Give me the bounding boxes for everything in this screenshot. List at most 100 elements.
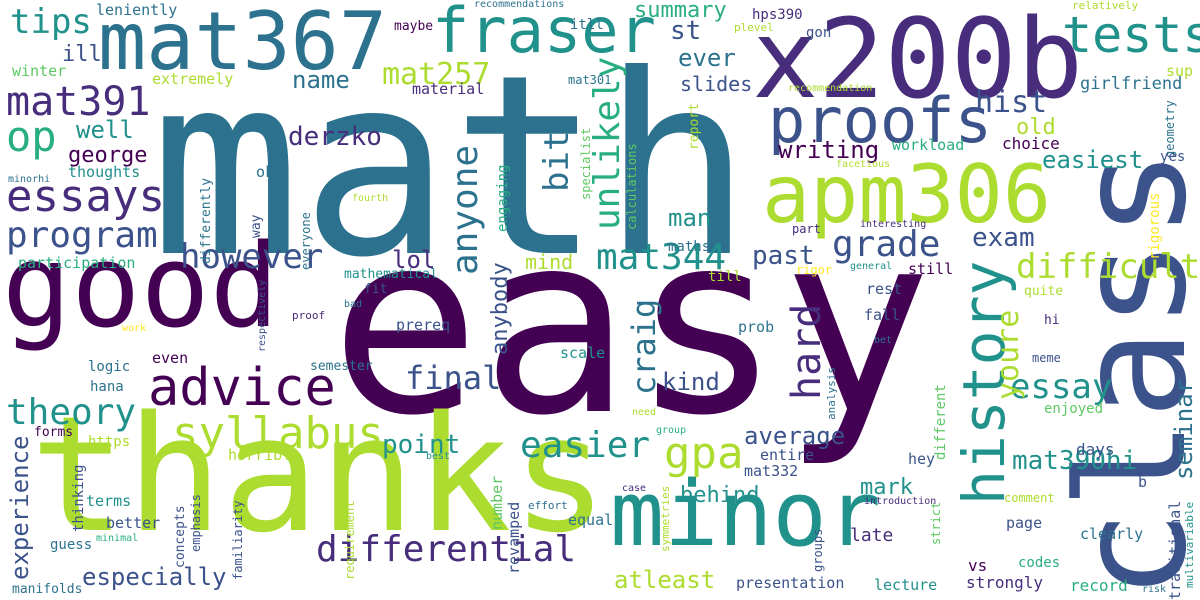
word-hist: hist [975, 85, 1048, 120]
word-rigor: rigor [796, 263, 833, 277]
word-name: name [292, 66, 350, 94]
word-gpa: gpa [664, 428, 744, 479]
word-way: way [249, 214, 264, 238]
word-atleast: atleast [614, 566, 716, 594]
word-youre: youre [991, 309, 1026, 400]
word-presentation: presentation [736, 574, 845, 592]
word-lecture: lecture [874, 576, 938, 594]
word-clearly: clearly [1080, 525, 1144, 543]
word-codes: codes [1018, 555, 1061, 571]
word-group: group [656, 425, 687, 436]
word-rest: rest [866, 280, 903, 298]
word-relatively: relatively [1072, 0, 1139, 12]
word-late: late [850, 525, 894, 546]
word-days: days [1076, 440, 1115, 459]
word-b: b [1138, 473, 1148, 491]
word-mat301: mat301 [568, 73, 612, 87]
word-work: work [122, 323, 147, 334]
word-equal: equal [568, 511, 614, 529]
word-fit: fit [364, 282, 388, 297]
word-easiest: easiest [1042, 146, 1144, 174]
word-syllabus: syllabus [172, 408, 384, 459]
word-ok: ok [256, 163, 275, 181]
word-thinking: thinking [71, 464, 87, 532]
word-good: good [2, 220, 279, 354]
word-op: op [6, 112, 57, 161]
word-well: well [76, 116, 134, 144]
word-entire: entire [760, 446, 815, 464]
word-prereq: prereq [396, 316, 451, 334]
word-mat367: mat367 [98, 0, 387, 88]
word-hard: hard [784, 303, 830, 400]
word-meme: meme [1032, 351, 1061, 365]
word-differently: differently [199, 177, 214, 264]
word-easy: easy [330, 179, 933, 470]
word-minimal: minimal [96, 533, 139, 544]
word-engaging: engaging [495, 164, 511, 232]
word-number: number [488, 475, 506, 530]
word-scale: scale [560, 344, 606, 362]
word-old: old [1016, 115, 1056, 140]
word-mat344: mat344 [596, 237, 727, 278]
word-quite: quite [1024, 284, 1064, 299]
word-ever: ever [678, 44, 736, 72]
word-lol: lol [392, 246, 436, 274]
word-however: however [180, 237, 324, 277]
word-prob: prob [738, 318, 775, 336]
word-bet: bet [874, 335, 893, 346]
word-risk: risk [1142, 584, 1167, 595]
word-participation: participation [18, 254, 136, 272]
word-introduction: introduction [864, 496, 937, 507]
word-apm306: apm306 [762, 148, 1051, 241]
word-man: man [668, 204, 712, 232]
word-thanks: thanks [30, 381, 608, 568]
word-material: material [412, 80, 485, 98]
word-need: need [632, 407, 657, 418]
word-vs: vs [968, 556, 988, 575]
word-tips: tips [10, 2, 92, 42]
word-itll: itll [570, 17, 604, 33]
word-especially: especially [82, 563, 227, 591]
word-winter: winter [12, 62, 67, 80]
word-workload: workload [892, 136, 965, 154]
word-exam: exam [972, 223, 1035, 253]
word-mat257: mat257 [382, 57, 491, 92]
word-gon: gon [806, 25, 832, 41]
word-final: final [405, 359, 502, 397]
word-maths: maths [668, 239, 711, 255]
word-theory: theory [6, 392, 137, 433]
word-choice: choice [1002, 134, 1060, 153]
word-plevel: plevel [734, 21, 774, 34]
word-better: better [106, 514, 161, 532]
word-rigorous: rigorous [1147, 192, 1163, 260]
word-even: even [152, 349, 189, 367]
word-best: best [426, 451, 451, 462]
word-page: page [1006, 514, 1043, 532]
word-terms: terms [86, 492, 132, 510]
word-derzko: derzko [288, 122, 382, 152]
word-essay: essay [1010, 367, 1113, 407]
word-summary: summary [634, 0, 727, 23]
word-behind: behind [680, 483, 760, 508]
word-writing: writing [778, 136, 880, 164]
word-easier: easier [520, 425, 651, 466]
word-case: case [622, 483, 647, 494]
word-respectively: respectively [257, 279, 268, 352]
word-differential: differential [316, 529, 577, 570]
word-traditional: traditional [1166, 500, 1184, 600]
word-sup: sup [1166, 62, 1194, 80]
word-mind: mind [525, 250, 574, 274]
word-kind: kind [662, 368, 720, 396]
word-strict: strict [929, 501, 943, 545]
word-multivariable: multivariable [1183, 501, 1196, 588]
word-x200b: x200b [752, 0, 1084, 123]
word-requirement: requirement [343, 500, 357, 580]
word-recommendations: recommendations [474, 0, 565, 10]
word-point: point [382, 430, 461, 460]
word-essays: essays [6, 171, 165, 222]
word-effort: effort [528, 499, 568, 512]
word-advice: advice [148, 358, 336, 418]
word-math: math [150, 21, 753, 312]
word-hps390: hps390 [752, 7, 803, 23]
